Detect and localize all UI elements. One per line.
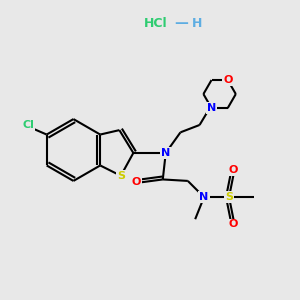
Text: N: N — [161, 148, 170, 158]
Text: S: S — [225, 192, 233, 202]
Text: N: N — [200, 192, 208, 202]
Text: N: N — [207, 103, 216, 113]
Text: S: S — [117, 171, 125, 181]
Text: HCl: HCl — [144, 17, 168, 30]
Text: H: H — [192, 17, 202, 30]
Text: O: O — [223, 75, 232, 85]
Text: Cl: Cl — [23, 120, 34, 130]
Text: O: O — [229, 165, 238, 175]
Text: O: O — [132, 177, 141, 188]
Text: —: — — [174, 16, 188, 30]
Text: O: O — [229, 220, 238, 230]
